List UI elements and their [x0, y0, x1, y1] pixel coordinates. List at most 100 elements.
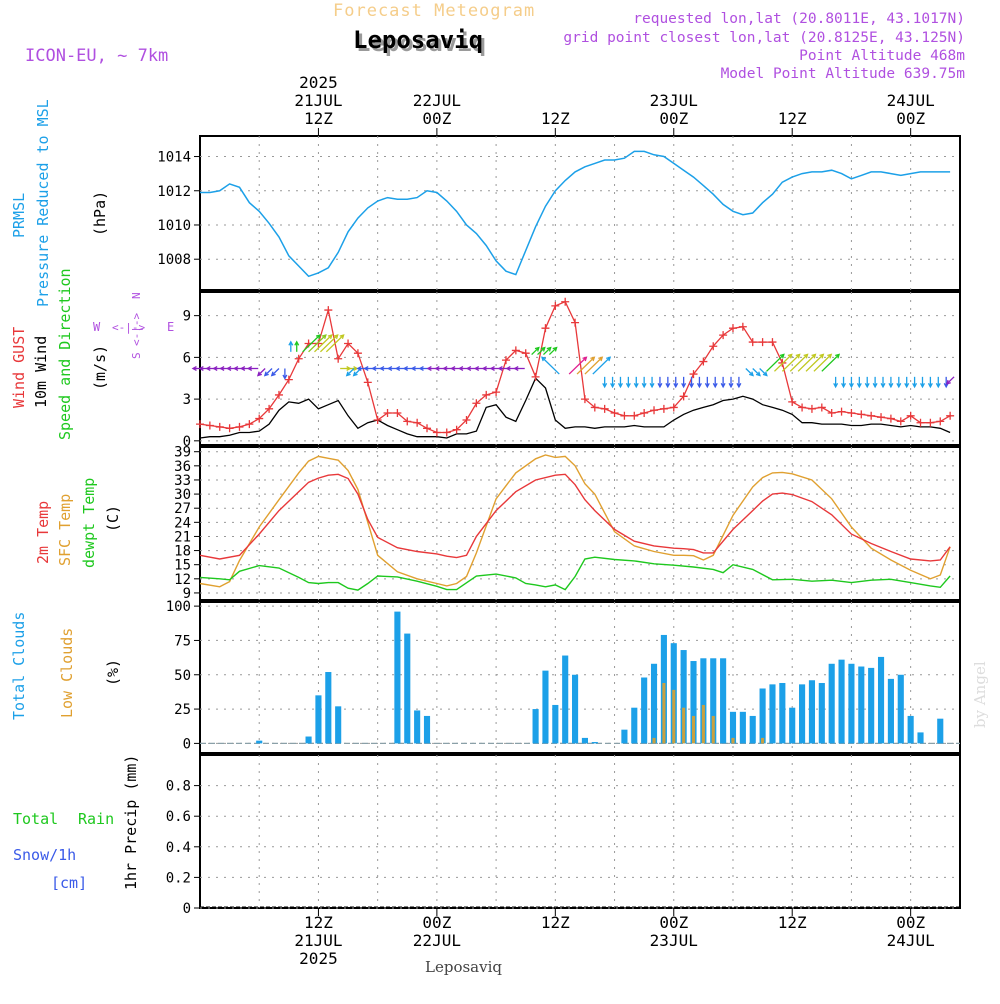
top-time-label: 00Z	[659, 109, 688, 128]
wind-arrow-head	[458, 366, 464, 371]
wind-arrow-head	[546, 346, 552, 352]
total-cloud-bar	[937, 718, 944, 744]
gust-marker	[936, 417, 945, 426]
y-tick-label: 27	[174, 501, 191, 517]
wind-arrow-head	[762, 371, 768, 377]
gust-marker	[531, 372, 540, 381]
wind-arrow-head	[426, 366, 432, 371]
total-cloud-bar	[838, 659, 845, 744]
clouds-unit-label: (%)	[104, 659, 122, 686]
wind-arrow-head	[465, 366, 472, 371]
gust-marker	[906, 411, 915, 420]
wind-arrow-head	[819, 353, 825, 359]
gust-marker	[314, 339, 323, 348]
snow-label: Snow/1h	[13, 846, 76, 864]
low-cloud-bar	[761, 737, 765, 744]
top-time-label: 23JUL	[650, 91, 698, 110]
pressure-msl-label: Pressure Reduced to MSL	[34, 99, 52, 307]
total-cloud-bar	[858, 666, 865, 744]
total-label: Total	[13, 810, 58, 828]
wind-arrow-head	[880, 383, 886, 389]
gust-marker	[640, 409, 649, 418]
gust-marker	[521, 349, 530, 358]
total-cloud-bar	[581, 737, 588, 744]
gust-marker	[590, 403, 599, 412]
wind-direction-arrow	[541, 356, 560, 375]
gust-marker	[235, 422, 244, 431]
wind-unit-label: (m/s)	[91, 345, 109, 390]
total-cloud-bar	[779, 682, 786, 744]
top-time-label: 24JUL	[887, 91, 935, 110]
wind-arrow-head	[641, 383, 647, 389]
gust-marker	[373, 415, 382, 424]
wind-10m-label: 10m Wind	[32, 336, 50, 408]
panel-frame-clouds	[199, 601, 961, 754]
wind-arrow-head	[943, 383, 949, 389]
wind-arrow-head	[689, 383, 695, 389]
gust-marker	[294, 354, 303, 363]
gust-marker	[758, 338, 767, 347]
total-cloud-bar	[877, 656, 885, 744]
wind-arrow-head	[736, 383, 742, 389]
wind-arrow-head	[833, 383, 839, 389]
y-tick-label: 0	[183, 736, 191, 752]
y-tick-label: 39	[174, 445, 191, 461]
y-tick-label: 30	[174, 487, 191, 503]
wind-gust-label: Wind GUST	[10, 327, 28, 408]
wind-direction-arrow	[271, 368, 280, 376]
wind-arrow-head	[665, 383, 671, 389]
y-tick-label: 0	[183, 434, 191, 450]
gust-marker	[630, 411, 639, 420]
y-tick-label: 12	[174, 572, 191, 588]
wind-arrow-head	[552, 346, 558, 352]
top-time-label: 12Z	[541, 109, 570, 128]
wind-arrow-head	[610, 383, 616, 389]
wind-direction-arrow	[797, 354, 816, 372]
wind-arrow-head	[582, 356, 588, 362]
y-tick-label: 1012	[157, 184, 191, 200]
wind-arrow-head	[226, 366, 232, 371]
gust-marker	[383, 409, 392, 418]
wind-arrow-head	[497, 366, 503, 371]
low-cloud-bar	[701, 704, 705, 744]
low-cloud-bar	[691, 715, 696, 744]
total-cloud-bar	[305, 736, 312, 744]
wind-arrow-head	[728, 383, 734, 389]
y-tick-label: 24	[174, 515, 191, 531]
total-cloud-bar	[641, 677, 648, 744]
y-tick-label: 0.4	[166, 840, 191, 856]
wind-arrow-head	[617, 383, 623, 389]
y-tick-label: 3	[183, 392, 191, 408]
gust-marker	[482, 390, 491, 399]
wind-arrow-head	[473, 366, 480, 371]
rain-label: Rain	[78, 810, 114, 828]
wind-arrow-head	[356, 366, 362, 371]
wind-arrow-head	[920, 383, 925, 389]
wind-arrow-head	[410, 366, 416, 371]
bottom-time-label: 22JUL	[413, 931, 461, 950]
total-cloud-bar	[325, 672, 332, 744]
gust-marker	[679, 392, 688, 401]
wind-direction-arrow	[584, 356, 603, 375]
wind-arrow-head	[598, 356, 604, 362]
wind-arrow-head	[321, 334, 327, 340]
wind-arrow-head	[811, 353, 817, 359]
gust-marker	[353, 349, 362, 358]
wind-direction-arrow	[745, 368, 754, 376]
gust-marker	[788, 397, 797, 406]
gust-marker	[403, 417, 412, 426]
pressure-panel-labels: PRMSL Pressure Reduced to MSL (hPa)	[10, 99, 109, 307]
wind-arrow-head	[205, 366, 211, 371]
total-cloud-bar	[414, 710, 421, 744]
wind-arrow-head	[246, 366, 253, 371]
wind-arrow-head	[219, 366, 225, 371]
y-tick-label: 50	[174, 668, 191, 684]
gust-marker	[807, 404, 816, 413]
wind-direction-arrow	[264, 368, 273, 376]
gust-marker	[896, 417, 905, 426]
y-tick-label: 15	[174, 558, 191, 574]
gust-marker	[738, 322, 747, 331]
wind-arrow-head	[649, 383, 655, 389]
wind-arrow-head	[633, 383, 639, 389]
wind-arrow-head	[434, 366, 440, 371]
